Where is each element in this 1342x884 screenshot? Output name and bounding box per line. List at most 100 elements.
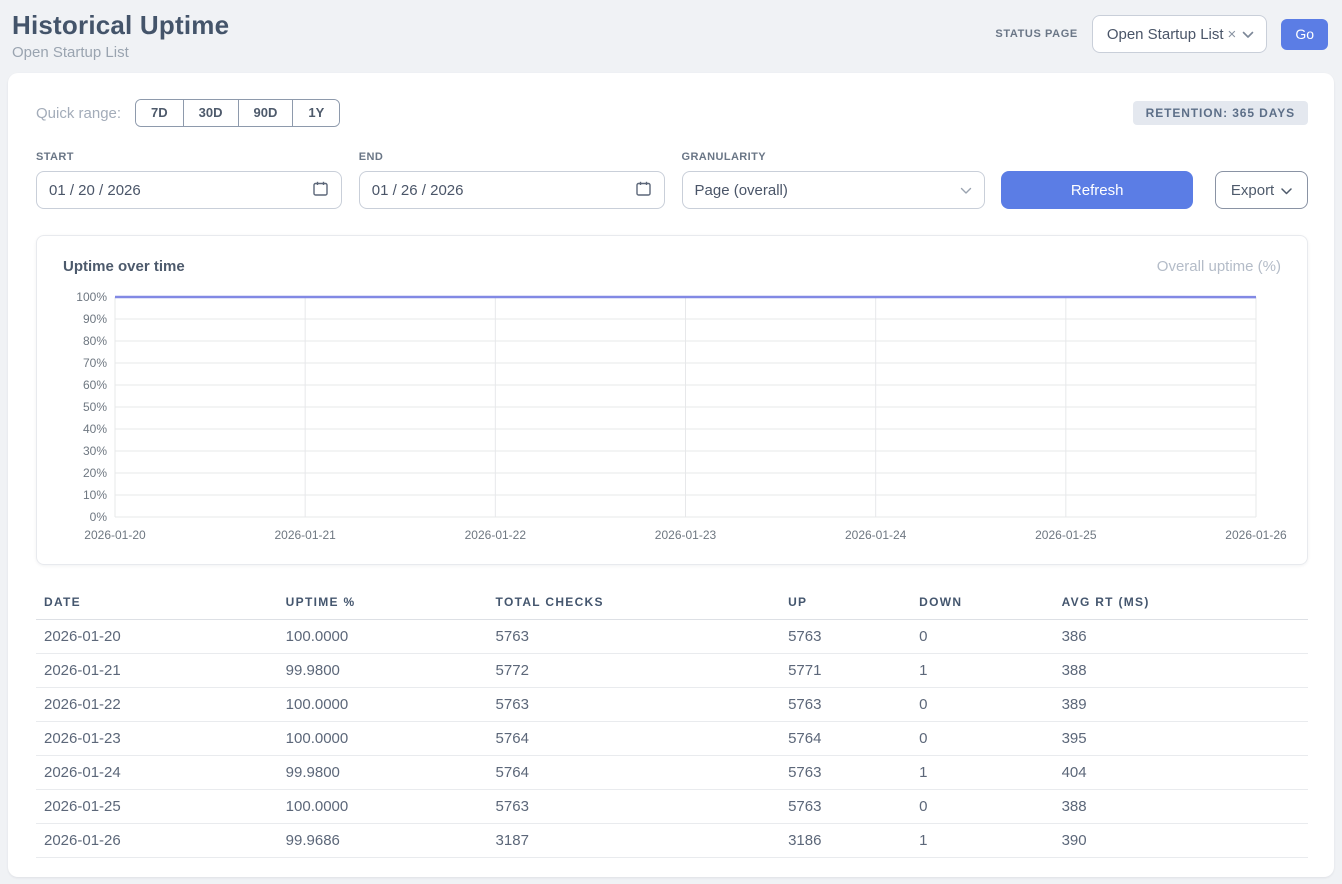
table-cell: 2026-01-25	[36, 790, 278, 824]
table-cell: 5764	[488, 756, 781, 790]
y-axis-tick: 70%	[83, 356, 107, 370]
table-cell: 5763	[488, 688, 781, 722]
table-cell: 5763	[780, 688, 911, 722]
quick-range-button-30d[interactable]: 30D	[183, 100, 238, 126]
table-cell: 5764	[488, 722, 781, 756]
table-header-row: DATEUPTIME %TOTAL CHECKSUPDOWNAVG RT (MS…	[36, 589, 1308, 620]
end-date-value: 01 / 26 / 2026	[372, 182, 464, 199]
table-cell: 389	[1054, 688, 1308, 722]
table-cell: 0	[911, 790, 1053, 824]
granularity-label: GRANULARITY	[682, 151, 986, 163]
table-cell: 3187	[488, 824, 781, 858]
y-axis-tick: 20%	[83, 466, 107, 480]
table-cell: 5763	[488, 620, 781, 654]
x-axis-tick: 2026-01-24	[845, 528, 907, 542]
end-date-label: END	[359, 151, 665, 163]
table-cell: 1	[911, 654, 1053, 688]
table-cell: 0	[911, 722, 1053, 756]
table-cell: 5763	[780, 756, 911, 790]
table-cell: 386	[1054, 620, 1308, 654]
table-cell: 1	[911, 824, 1053, 858]
granularity-select[interactable]: Page (overall)	[682, 171, 986, 209]
chevron-down-icon	[960, 182, 972, 199]
table-cell: 388	[1054, 790, 1308, 824]
table-row: 2026-01-25100.0000576357630388	[36, 790, 1308, 824]
uptime-table: DATEUPTIME %TOTAL CHECKSUPDOWNAVG RT (MS…	[36, 589, 1308, 858]
start-date-value: 01 / 20 / 2026	[49, 182, 141, 199]
granularity-value: Page (overall)	[695, 182, 788, 199]
column-header: UPTIME %	[278, 589, 488, 620]
table-row: 2026-01-22100.0000576357630389	[36, 688, 1308, 722]
table-cell: 0	[911, 688, 1053, 722]
chevron-down-icon	[1242, 26, 1254, 43]
table-cell: 5764	[780, 722, 911, 756]
table-cell: 2026-01-20	[36, 620, 278, 654]
column-header: DOWN	[911, 589, 1053, 620]
y-axis-tick: 30%	[83, 444, 107, 458]
table-row: 2026-01-2499.9800576457631404	[36, 756, 1308, 790]
x-axis-tick: 2026-01-26	[1225, 528, 1287, 542]
table-body: 2026-01-20100.00005763576303862026-01-21…	[36, 620, 1308, 858]
uptime-chart: 0% 10% 20% 30% 40% 50% 60% 70% 80% 90% 100% 2026-01…	[53, 289, 1293, 547]
status-page-select[interactable]: Open Startup List ×	[1092, 15, 1268, 53]
x-axis-tick: 2026-01-21	[274, 528, 336, 542]
y-axis-tick: 0%	[90, 510, 108, 524]
chart-legend: Overall uptime (%)	[1157, 258, 1281, 275]
table-cell: 5763	[780, 620, 911, 654]
table-cell: 2026-01-21	[36, 654, 278, 688]
column-header: TOTAL CHECKS	[488, 589, 781, 620]
table-cell: 390	[1054, 824, 1308, 858]
x-axis-tick: 2026-01-20	[84, 528, 146, 542]
status-page-select-value: Open Startup List	[1107, 26, 1224, 43]
retention-badge: RETENTION: 365 DAYS	[1133, 101, 1308, 125]
table-cell: 3186	[780, 824, 911, 858]
refresh-button[interactable]: Refresh	[1001, 171, 1193, 209]
table-cell: 99.9800	[278, 756, 488, 790]
table-cell: 99.9686	[278, 824, 488, 858]
table-cell: 100.0000	[278, 722, 488, 756]
column-header: UP	[780, 589, 911, 620]
quick-range-label: Quick range:	[36, 105, 121, 122]
y-axis-tick: 60%	[83, 378, 107, 392]
x-axis-tick: 2026-01-23	[655, 528, 717, 542]
chevron-down-icon	[1281, 182, 1292, 199]
clear-selection-icon[interactable]: ×	[1228, 26, 1237, 43]
column-header: AVG RT (MS)	[1054, 589, 1308, 620]
column-header: DATE	[36, 589, 278, 620]
table-cell: 5772	[488, 654, 781, 688]
topbar-right: STATUS PAGE Open Startup List × Go	[995, 15, 1328, 53]
table-cell: 2026-01-26	[36, 824, 278, 858]
y-axis-tick: 50%	[83, 400, 107, 414]
table-cell: 2026-01-23	[36, 722, 278, 756]
x-axis-tick: 2026-01-25	[1035, 528, 1097, 542]
y-axis-tick: 40%	[83, 422, 107, 436]
table-row: 2026-01-2199.9800577257711388	[36, 654, 1308, 688]
quick-range-button-1y[interactable]: 1Y	[292, 100, 339, 126]
quick-range-button-90d[interactable]: 90D	[238, 100, 293, 126]
y-axis-tick: 90%	[83, 312, 107, 326]
calendar-icon[interactable]	[312, 180, 329, 201]
x-axis-tick: 2026-01-22	[465, 528, 527, 542]
table-cell: 100.0000	[278, 688, 488, 722]
export-button[interactable]: Export	[1215, 171, 1308, 209]
start-date-input[interactable]: 01 / 20 / 2026	[36, 171, 342, 209]
table-cell: 99.9800	[278, 654, 488, 688]
calendar-icon[interactable]	[635, 180, 652, 201]
end-date-input[interactable]: 01 / 26 / 2026	[359, 171, 665, 209]
y-axis-tick: 10%	[83, 488, 107, 502]
go-button[interactable]: Go	[1281, 19, 1328, 50]
table-row: 2026-01-20100.0000576357630386	[36, 620, 1308, 654]
table-cell: 395	[1054, 722, 1308, 756]
y-axis-tick: 80%	[83, 334, 107, 348]
uptime-chart-card: Uptime over time Overall uptime (%) 0%10…	[36, 235, 1308, 565]
table-cell: 1	[911, 756, 1053, 790]
table-cell: 404	[1054, 756, 1308, 790]
table-cell: 5763	[488, 790, 781, 824]
table-row: 2026-01-23100.0000576457640395	[36, 722, 1308, 756]
start-date-label: START	[36, 151, 342, 163]
export-button-label: Export	[1231, 182, 1274, 199]
y-axis-tick: 100%	[76, 290, 107, 304]
quick-range-group: 7D30D90D1Y	[135, 99, 340, 127]
quick-range-button-7d[interactable]: 7D	[136, 100, 183, 126]
table-cell: 5771	[780, 654, 911, 688]
